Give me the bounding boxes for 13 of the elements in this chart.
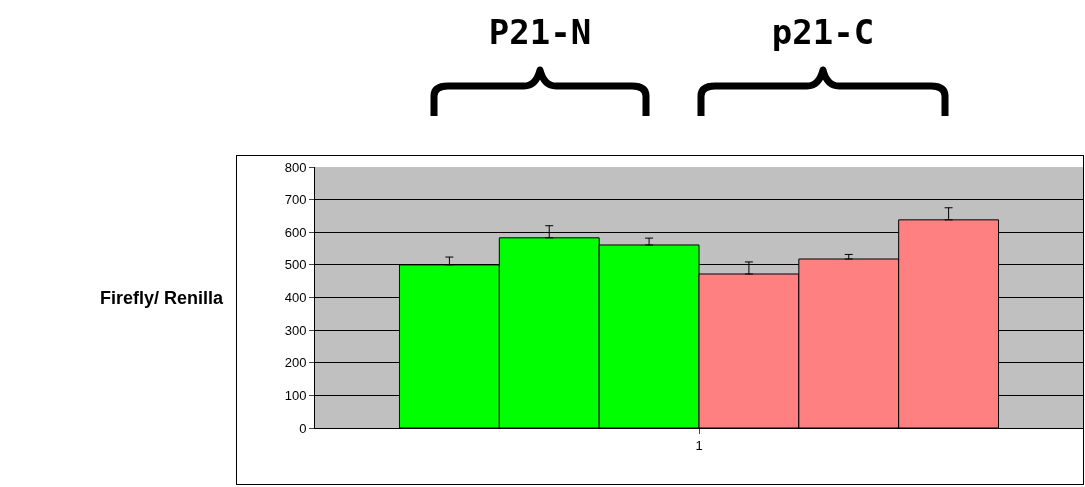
y-tick-label: 700 [284, 192, 307, 208]
y-tick-label: 400 [284, 290, 307, 306]
text: p21-C [770, 12, 876, 52]
y-tick-label: 200 [284, 355, 307, 371]
y-tick-label: 600 [284, 224, 307, 240]
text: P21-N [487, 12, 593, 52]
y-tick-label: 500 [284, 257, 307, 273]
y-tick-label: 0 [299, 420, 307, 436]
y-tick-label: 800 [284, 159, 307, 175]
y-tick-label: 100 [284, 387, 307, 403]
y-axis-title: Firefly/ Renilla [100, 288, 225, 308]
x-tick-label: 1 [695, 437, 703, 453]
y-tick-label: 300 [284, 322, 307, 338]
